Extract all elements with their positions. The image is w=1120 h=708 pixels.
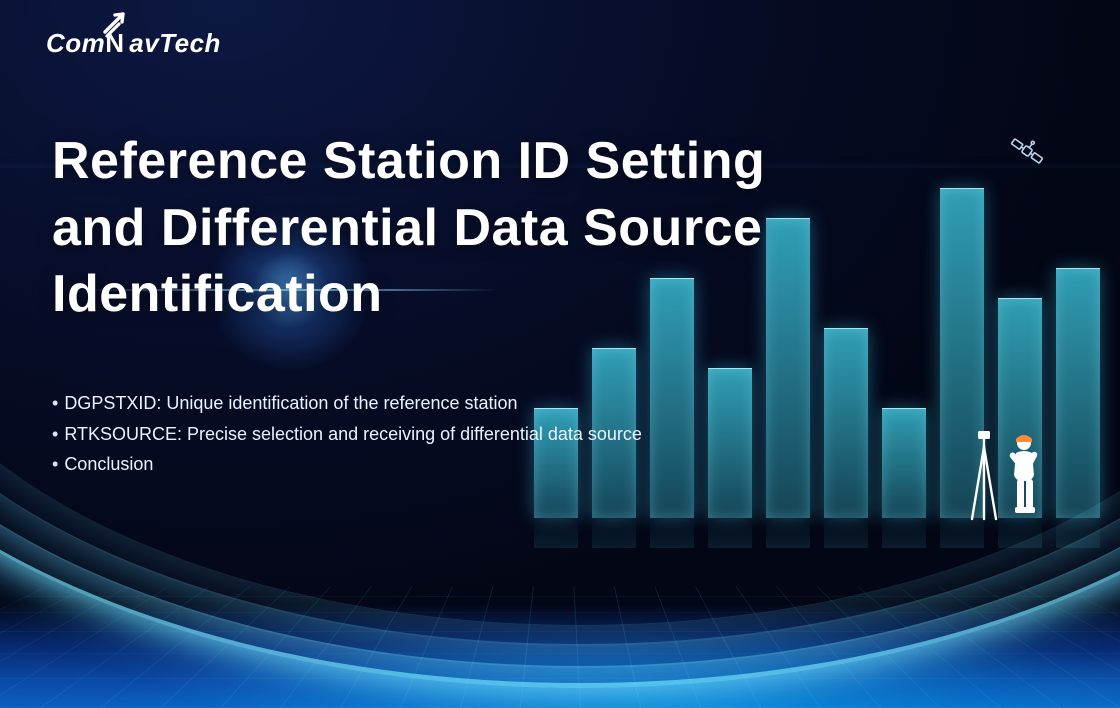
title-line: Reference Station ID Setting [52,128,765,195]
chart-bar [708,368,752,518]
bullet-text: RTKSOURCE: Precise selection and receivi… [64,419,642,450]
bullet-dot-icon: • [52,388,58,419]
bullet-text: Conclusion [64,449,153,480]
bullet-dot-icon: • [52,449,58,480]
title-line: Identification [52,261,765,328]
brand-arrow-icon: N [105,28,129,59]
title-line: and Differential Data Source [52,195,765,262]
bullet-list: •DGPSTXID: Unique identification of the … [52,388,642,480]
chart-bar [882,408,926,518]
list-item: •DGPSTXID: Unique identification of the … [52,388,642,419]
bullet-dot-icon: • [52,419,58,450]
page-title: Reference Station ID Setting and Differe… [52,128,765,328]
chart-bar [1056,268,1100,518]
brand-logo: ComNavTech [46,28,221,59]
chart-bar [824,328,868,518]
bullet-text: DGPSTXID: Unique identification of the r… [64,388,517,419]
list-item: •Conclusion [52,449,642,480]
list-item: •RTKSOURCE: Precise selection and receiv… [52,419,642,450]
brand-prefix: Com [46,28,105,58]
surveyor-icon [966,429,1050,530]
satellite-icon [1010,134,1044,173]
chart-bar [766,218,810,518]
brand-suffix: avTech [129,28,221,58]
